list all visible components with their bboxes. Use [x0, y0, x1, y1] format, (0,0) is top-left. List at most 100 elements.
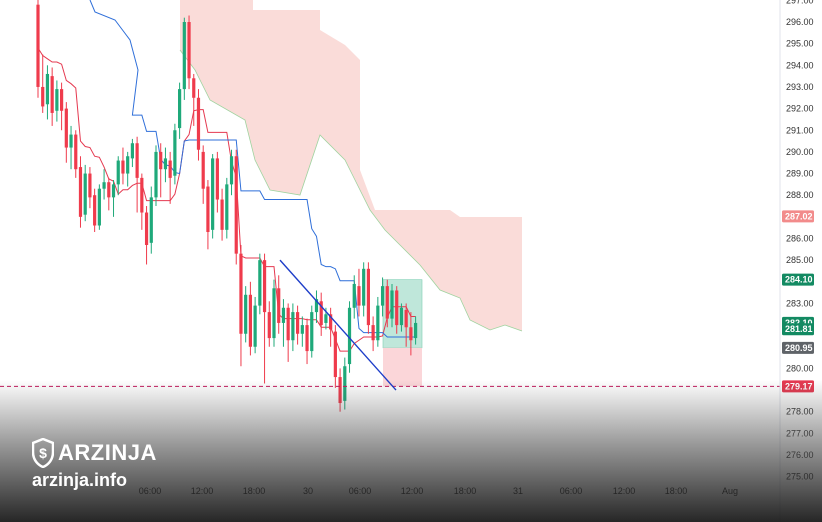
candle-body	[149, 197, 153, 243]
candle-body	[305, 325, 309, 352]
candle-body	[144, 212, 149, 245]
candle-body	[414, 322, 418, 339]
price-tick-label: 294.00	[786, 60, 814, 70]
candle-body	[126, 156, 130, 174]
candle-body	[399, 307, 404, 326]
candle-body	[192, 78, 196, 98]
candle-body	[234, 156, 238, 254]
candle-body	[253, 305, 257, 347]
svg-text:$: $	[39, 445, 47, 461]
candle-body	[121, 160, 125, 174]
candle-body	[300, 325, 304, 334]
price-tick-label: 292.00	[786, 104, 814, 114]
candle-body	[215, 158, 219, 200]
candle-body	[130, 143, 134, 159]
candle-body	[45, 73, 50, 105]
dollar-shield-icon: $	[32, 438, 54, 468]
price-badge	[782, 273, 814, 286]
candle-body	[319, 301, 323, 326]
price-tick-label: 275.00	[786, 472, 814, 482]
candle-body	[229, 156, 234, 185]
candle-body	[272, 288, 276, 339]
candle-body	[286, 307, 290, 341]
candle-body	[277, 288, 281, 323]
cloud-edge-line	[179, 49, 523, 332]
candle-body	[362, 268, 366, 306]
candle-body	[310, 312, 314, 352]
candle-body	[314, 299, 319, 313]
price-tick-label: 293.00	[786, 82, 814, 92]
stop-zone	[383, 347, 422, 387]
price-tick-label: 295.00	[786, 39, 814, 49]
time-tick-label: 12:00	[191, 486, 214, 496]
candle-body	[329, 314, 333, 330]
candle-body	[107, 182, 111, 198]
candle-body	[225, 184, 229, 230]
price-tick-label: 290.00	[786, 147, 814, 157]
candle-body	[244, 294, 248, 334]
candle-body	[55, 89, 59, 111]
candle-body	[36, 4, 40, 87]
time-tick-label: 06:00	[560, 486, 583, 496]
candle-body	[69, 134, 73, 148]
candle-body	[187, 22, 191, 79]
candle-body	[248, 294, 252, 347]
price-badge	[782, 323, 814, 336]
candle-body	[347, 307, 352, 365]
price-axis: 297.00 296.00 295.00 294.00 293.00 292.00 291.…	[779, 0, 814, 522]
price-badge-label: 281.81	[785, 324, 813, 334]
candle-body	[93, 195, 97, 226]
candlesticks	[36, 0, 418, 412]
time-tick-label: 30	[303, 486, 313, 496]
candle-body	[83, 173, 87, 215]
price-tick-label: 285.00	[786, 255, 814, 265]
price-badge-label: 279.17	[785, 381, 813, 391]
candle-body	[324, 314, 328, 323]
candle-body	[220, 199, 224, 230]
price-badge-label: 282.10	[785, 318, 813, 328]
price-badge	[782, 341, 814, 354]
candle-body	[74, 134, 78, 170]
price-badge-label: 287.02	[785, 211, 813, 221]
candle-body	[338, 377, 342, 404]
time-axis: 06:00 12:00 18:00 30 06:00 12:00 18:00 31 06:00 1…	[139, 486, 738, 496]
price-badge-label: 284.10	[785, 275, 813, 285]
price-tick-label: 296.00	[786, 17, 814, 27]
candle-body	[291, 312, 295, 341]
candle-body	[173, 130, 177, 176]
brand-name: ARZINJA	[58, 440, 157, 465]
ichimoku-cloud	[179, 0, 523, 332]
price-tick-label: 277.00	[786, 428, 814, 438]
candle-body	[196, 97, 201, 150]
price-tick-label: 286.00	[786, 234, 814, 244]
time-tick-label: 18:00	[243, 486, 266, 496]
candle-body	[178, 89, 182, 129]
candle-body	[258, 260, 262, 306]
candle-body	[395, 290, 399, 326]
price-badge	[782, 210, 814, 223]
candle-body	[135, 143, 139, 178]
candle-body	[168, 160, 172, 178]
candle-body	[111, 184, 116, 198]
price-tick-label: 291.00	[786, 125, 814, 135]
price-tick-label: 289.00	[786, 169, 814, 179]
candle-body	[64, 108, 68, 148]
brand-logo: $ ARZINJA arzinja.info	[32, 438, 192, 502]
downtrend-line	[279, 259, 397, 391]
candle-body	[60, 89, 64, 111]
candle-body	[97, 188, 101, 226]
candle-body	[352, 283, 356, 308]
candle-body	[116, 160, 120, 185]
candle-body	[343, 366, 347, 401]
candle-body	[50, 76, 54, 113]
candle-body	[154, 151, 158, 198]
time-tick-label: 06:00	[349, 486, 372, 496]
candle-body	[182, 22, 186, 90]
candle-body	[281, 307, 286, 323]
candle-body	[201, 151, 205, 189]
candle-body	[78, 167, 83, 217]
candle-body	[376, 305, 380, 341]
candle-body	[357, 286, 361, 306]
candle-body	[41, 86, 45, 107]
candle-body	[267, 312, 271, 339]
